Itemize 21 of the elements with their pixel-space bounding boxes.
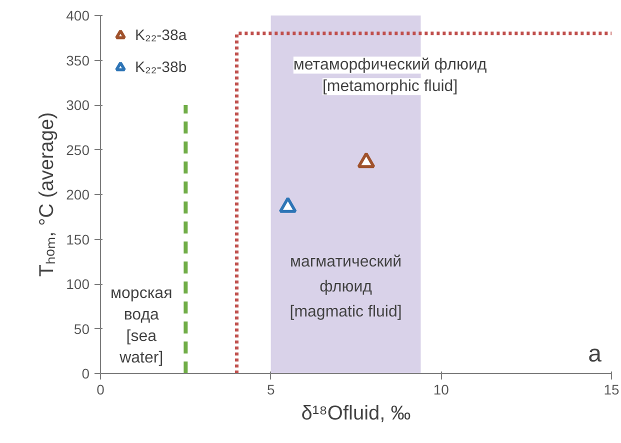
y-tick-label: 400: [66, 8, 90, 24]
x-tick-label: 0: [96, 382, 105, 398]
y-tick-label: 50: [74, 320, 90, 337]
legend-label: K₂₂-38a: [135, 26, 187, 44]
x-tick-label: 10: [433, 382, 450, 398]
y-tick-label: 0: [82, 366, 90, 382]
y-tick-label: 350: [66, 52, 90, 68]
annotation: морская вода [sea water]: [110, 284, 172, 366]
y-tick-label: 150: [66, 231, 90, 248]
y-tick-label: 100: [66, 276, 90, 292]
x-axis-title: δ¹⁸Ofluid, ‰: [301, 402, 411, 424]
y-tick-label: 300: [66, 97, 90, 113]
annotation: a: [588, 340, 602, 368]
y-tick-label: 250: [66, 142, 90, 158]
x-tick-label: 5: [266, 382, 275, 398]
y-axis-title: Tₕₒₘ, °C (average): [36, 112, 58, 277]
band-label: магматический флюид [magmatic fluid]: [290, 254, 402, 321]
annotation: метаморфический флюид [metamorphic fluid]: [293, 56, 488, 96]
y-tick-label: 200: [66, 186, 90, 202]
x-tick-label: 15: [604, 382, 620, 398]
legend-label: K₂₂-38b: [135, 58, 187, 76]
